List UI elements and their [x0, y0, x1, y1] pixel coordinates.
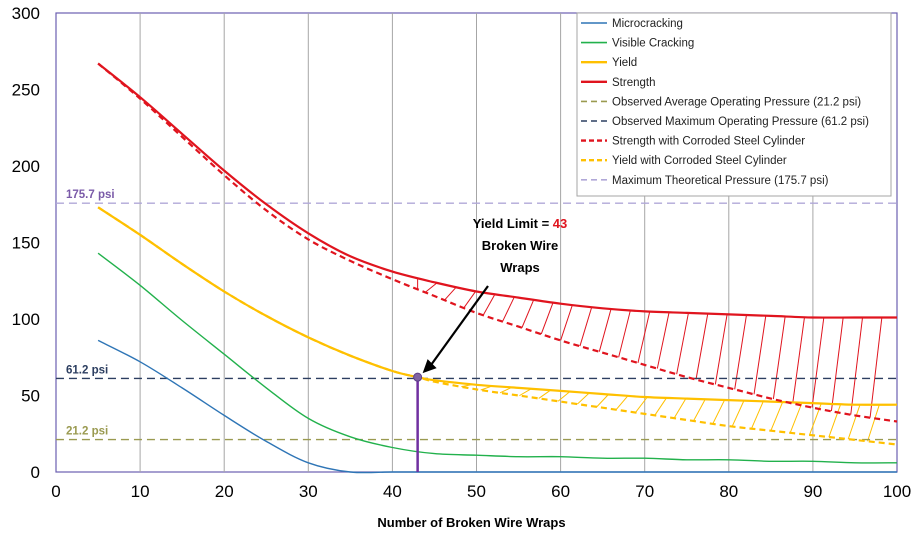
x-tick-label-7: 70: [635, 482, 654, 501]
x-tick-label-10: 100: [883, 482, 911, 501]
annotation-arrow: [430, 285, 489, 365]
hatch-mark: [751, 401, 764, 429]
hatch-mark: [618, 310, 631, 358]
x-tick-label-9: 90: [803, 482, 822, 501]
hatch-mark: [557, 391, 571, 402]
hatch-mark: [676, 312, 689, 375]
hatch-mark: [596, 394, 609, 408]
x-tick-label-8: 80: [719, 482, 738, 501]
hatch-mark: [444, 286, 457, 301]
legend-entry-1: Visible Cracking: [612, 38, 694, 50]
legend-entry-3: Strength: [612, 77, 655, 89]
legend-entry-0: Microcracking: [612, 18, 683, 30]
hatch-mark: [519, 388, 532, 397]
annotation: Yield Limit = 43 Broken Wire Wraps: [422, 216, 568, 374]
y-tick-label-1: 50: [21, 387, 40, 406]
ref-label-1: 61.2 psi: [66, 364, 108, 376]
hatch-mark: [828, 403, 842, 438]
hatch-mark: [714, 314, 728, 385]
hatch-mark: [830, 317, 844, 412]
hatch-mark: [734, 314, 747, 390]
annotation-line-2: Broken Wire: [482, 238, 558, 253]
y-tick-label-2: 100: [12, 310, 40, 329]
series-line-0: [97, 339, 897, 474]
hatch-mark: [577, 392, 590, 405]
annotation-line-1: Yield Limit = 43: [473, 216, 568, 231]
x-axis-label: Number of Broken Wire Wraps: [377, 515, 565, 530]
reference-labels: 175.7 psi 61.2 psi 21.2 psi: [66, 189, 115, 437]
hatch-mark: [811, 317, 825, 408]
x-tick-label-4: 40: [383, 482, 402, 501]
hatch-mark: [869, 317, 883, 418]
ref-label-0: 175.7 psi: [66, 189, 115, 201]
hatch-mark: [792, 317, 805, 404]
hatch-mark: [673, 398, 687, 419]
y-tick-label-0: 0: [31, 463, 40, 482]
hatch-mark: [770, 401, 784, 431]
hatch-mark: [693, 398, 706, 422]
legend-box: [576, 12, 892, 197]
hatch-mark: [521, 299, 535, 328]
x-tick-label-6: 60: [551, 482, 570, 501]
series-line-6: [97, 62, 898, 423]
hatch-mark: [637, 311, 651, 364]
hatch-mark: [656, 312, 670, 369]
series-lines: [55, 62, 898, 474]
hatch-mark: [615, 395, 629, 411]
series-line-3: [97, 62, 897, 319]
hatch-mark: [867, 404, 880, 442]
ref-label-2: 21.2 psi: [66, 426, 108, 438]
hatch-mark: [635, 396, 648, 413]
hatch-mark: [579, 306, 593, 347]
y-tick-label-6: 300: [12, 4, 40, 23]
y-tick-label-4: 200: [12, 157, 40, 176]
x-tick-label-5: 50: [467, 482, 486, 501]
annotation-line-3: Wraps: [500, 260, 540, 275]
hatch-mark: [463, 290, 477, 309]
hatch-mark: [753, 315, 767, 395]
hatch-mark: [772, 316, 786, 400]
annotation-prefix: Yield Limit =: [473, 216, 553, 231]
hatch-mark: [850, 317, 864, 415]
legend-entry-8: Maximum Theoretical Pressure (175.7 psi): [612, 175, 829, 187]
x-tick-label-1: 10: [131, 482, 150, 501]
hatch-mark: [424, 282, 438, 293]
hatch-mark: [695, 313, 709, 380]
hatch-mark: [654, 397, 667, 416]
hatch-mark: [712, 399, 726, 424]
legend-entry-2: Yield: [612, 57, 637, 69]
legend-entry-6: Strength with Corroded Steel Cylinder: [612, 136, 805, 148]
hatched-regions: [417, 277, 883, 442]
axes: 0 50 100 150 200 250 300 0 10 20 30 40 50 60 70 80 90 100: [12, 4, 912, 501]
series-line-2: [97, 206, 898, 406]
legend: Microcracking Visible Cracking Yield Streng…: [576, 12, 892, 197]
hatch-mark: [731, 400, 745, 427]
y-tick-label-5: 250: [12, 81, 40, 100]
hatch-mark: [482, 293, 496, 316]
hatch-mark: [502, 296, 515, 322]
hatch-mark: [560, 304, 573, 341]
hatch-mark: [538, 389, 551, 399]
legend-entry-5: Observed Maximum Operating Pressure (61.…: [612, 116, 869, 128]
hatch-mark: [789, 402, 803, 433]
hatch-mark: [540, 302, 554, 335]
x-tick-label-0: 0: [51, 482, 60, 501]
x-tick-label-3: 30: [299, 482, 318, 501]
annotation-value: 43: [553, 216, 567, 231]
x-tick-label-2: 20: [215, 482, 234, 501]
annotation-arrowhead: [422, 359, 437, 374]
y-tick-label-3: 150: [12, 234, 40, 253]
series-line-1: [97, 252, 898, 464]
legend-entry-7: Yield with Corroded Steel Cylinder: [612, 155, 787, 167]
marker-point: [413, 372, 423, 382]
hatch-mark: [847, 404, 861, 440]
hatch-mark: [598, 308, 612, 352]
yield-limit-marker: [413, 372, 423, 472]
legend-entry-4: Observed Average Operating Pressure (21.…: [612, 96, 861, 108]
